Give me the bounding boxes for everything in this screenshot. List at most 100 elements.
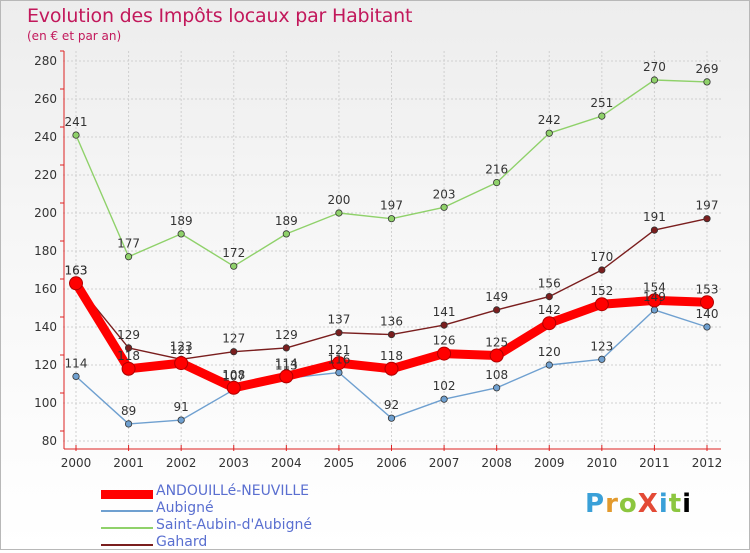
data-label: 191	[643, 210, 666, 224]
legend-swatch	[101, 510, 153, 512]
y-tick-label: 200	[34, 206, 57, 220]
y-tick-label: 280	[34, 54, 57, 68]
data-label: 152	[590, 284, 613, 298]
data-label: 149	[643, 290, 666, 304]
data-label: 242	[538, 113, 561, 127]
x-tick-label: 2011	[639, 456, 670, 470]
data-label: 123	[590, 339, 613, 353]
data-label: 154	[643, 280, 666, 294]
data-label: 200	[327, 193, 350, 207]
data-point	[72, 131, 80, 139]
data-label: 107	[222, 370, 245, 384]
data-point	[387, 414, 396, 422]
data-point	[124, 344, 133, 352]
data-point	[335, 329, 343, 337]
data-point	[124, 253, 133, 261]
data-point	[703, 215, 711, 223]
data-point	[230, 262, 238, 270]
data-point	[545, 292, 553, 301]
data-label: 121	[327, 343, 350, 357]
data-label: 197	[380, 199, 403, 213]
data-point	[124, 420, 133, 428]
data-point	[650, 76, 659, 84]
data-point	[493, 384, 501, 392]
x-tick-label: 2005	[324, 456, 355, 470]
data-point	[384, 361, 399, 376]
data-label: 140	[696, 307, 719, 321]
x-tick-label: 2012	[692, 456, 723, 470]
y-tick-label: 260	[34, 92, 57, 106]
data-label: 163	[65, 263, 88, 277]
data-point	[545, 129, 553, 137]
data-label: 177	[117, 237, 140, 251]
data-point	[440, 203, 448, 211]
legend-label: Aubigné	[156, 500, 214, 516]
legend-swatch	[101, 527, 153, 529]
legend-label: Saint-Aubin-d'Aubigné	[156, 517, 312, 533]
data-label: 170	[590, 250, 613, 264]
data-labels: 241 177 189 172 189 200 197 203 216 242 251 270 269 1…	[65, 60, 719, 418]
data-point	[598, 112, 606, 120]
data-label: 127	[222, 332, 245, 346]
data-label: 163	[65, 263, 88, 277]
data-label: 156	[538, 277, 561, 291]
data-point	[177, 416, 185, 424]
data-point	[489, 348, 504, 363]
chart-title: Evolution des Impôts locaux par Habitant	[27, 5, 413, 27]
data-point	[331, 356, 346, 371]
x-tick-label: 2002	[166, 456, 197, 470]
x-tick-label: 2000	[61, 456, 92, 470]
data-label: 142	[538, 303, 561, 317]
data-point	[121, 361, 136, 376]
data-point	[598, 355, 606, 363]
data-point	[174, 356, 189, 371]
series-lines	[69, 76, 714, 428]
data-point	[647, 293, 662, 308]
data-point	[226, 380, 241, 395]
data-label: 121	[170, 343, 193, 357]
y-tick-label: 220	[34, 168, 57, 182]
data-label: 89	[121, 404, 136, 418]
y-tick-label: 120	[34, 358, 57, 372]
grid-lines	[63, 51, 721, 449]
data-label: 141	[433, 305, 456, 319]
data-point	[177, 230, 185, 238]
legend-swatch	[101, 544, 153, 546]
data-point	[335, 368, 343, 377]
y-tick-label: 80	[42, 434, 57, 448]
data-point	[703, 78, 711, 86]
data-point	[650, 306, 659, 314]
data-label: 149	[485, 290, 508, 304]
data-point	[493, 179, 501, 187]
data-label: 113	[275, 358, 298, 372]
data-point	[437, 346, 452, 361]
data-point	[700, 295, 714, 310]
data-label: 126	[433, 334, 456, 348]
data-label: 251	[590, 96, 613, 110]
legend-swatch	[101, 490, 153, 499]
data-label: 92	[384, 398, 399, 412]
data-label: 129	[275, 328, 298, 342]
data-label: 123	[170, 339, 193, 353]
data-label: 172	[222, 246, 245, 260]
x-tick-label: 2007	[429, 456, 460, 470]
data-point	[493, 306, 501, 314]
data-label: 137	[327, 313, 350, 327]
data-label: 118	[380, 349, 403, 363]
data-label: 203	[433, 187, 456, 201]
x-tick-label: 2006	[376, 456, 407, 470]
data-label: 153	[696, 282, 719, 296]
data-label: 108	[222, 368, 245, 382]
data-label: 129	[117, 328, 140, 342]
data-label: 241	[65, 115, 88, 129]
data-label: 136	[380, 315, 403, 329]
chart-subtitle: (en € et par an)	[27, 29, 122, 43]
data-point	[650, 226, 659, 234]
data-label: 269	[696, 62, 719, 76]
data-point	[440, 395, 448, 403]
data-label: 125	[485, 336, 508, 350]
data-label: 216	[485, 163, 508, 177]
data-label: 120	[538, 345, 561, 359]
data-point	[440, 321, 448, 329]
